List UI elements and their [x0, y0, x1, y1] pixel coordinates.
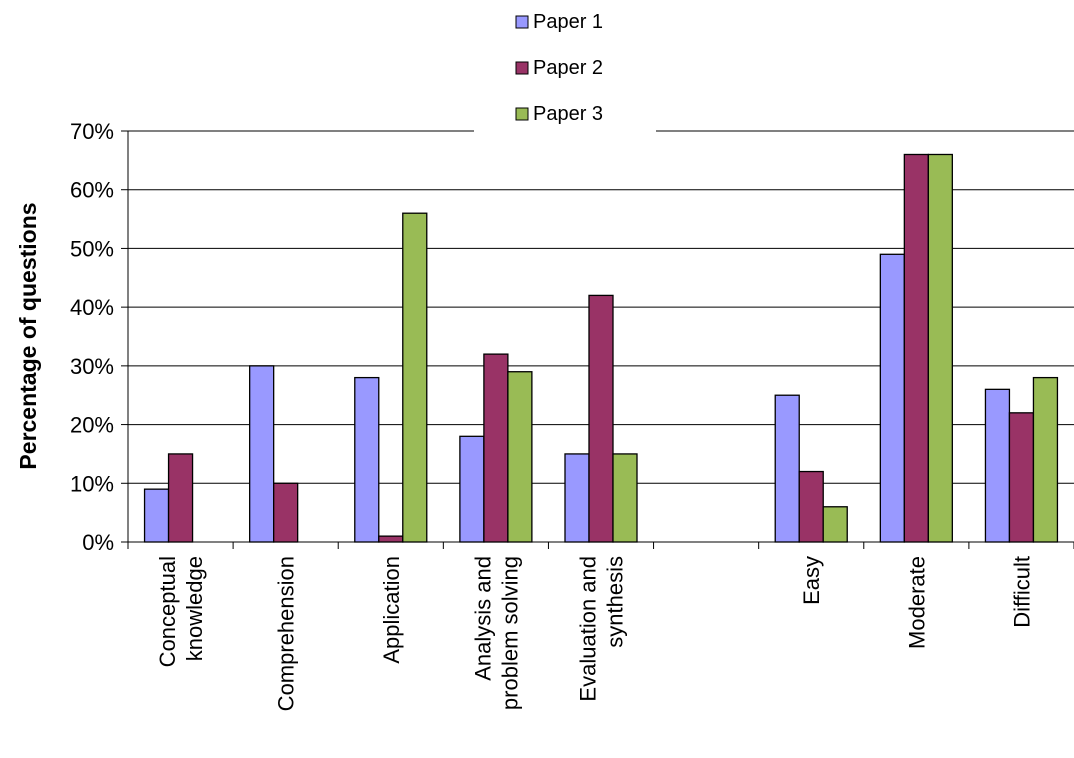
bar-paper-3	[507, 371, 533, 543]
bar-paper-2	[273, 482, 299, 543]
legend-label: Paper 2	[533, 57, 603, 79]
bar-paper-3	[612, 453, 638, 543]
x-category-label-line: Comprehension	[274, 556, 299, 711]
x-category-label-line: Easy	[799, 556, 824, 605]
x-category-label-line: Analysis and	[470, 556, 495, 681]
legend-box	[474, 4, 656, 132]
y-axis-label: Percentage of questions	[15, 202, 41, 469]
y-tick-label: 30%	[70, 354, 114, 379]
bar-paper-2	[903, 153, 929, 543]
bar-paper-3	[927, 153, 953, 543]
bar-paper-1	[564, 453, 590, 543]
bar-paper-1	[774, 394, 800, 543]
x-category-label-line: synthesis	[603, 556, 628, 648]
x-category-label: Evaluation and synthesis	[576, 556, 628, 702]
bar-paper-2	[588, 294, 614, 543]
y-tick-label: 0%	[82, 530, 114, 555]
x-category-label-line: Application	[379, 556, 404, 664]
x-category-labels: Conceptual knowledge Comprehension Applicat…	[155, 556, 1034, 711]
bar-paper-2	[798, 470, 824, 543]
bar-paper-3	[1032, 376, 1059, 543]
bar-paper-3	[822, 506, 848, 543]
legend[interactable]: Paper 1 Paper 2 Paper 3	[474, 4, 656, 132]
bars-group	[143, 153, 1059, 543]
x-category-label-line: Evaluation and	[576, 556, 601, 702]
legend-item-paper-2[interactable]: Paper 2	[515, 57, 603, 79]
x-category-label: Moderate	[904, 556, 929, 649]
y-tick-label: 20%	[70, 413, 114, 438]
legend-label: Paper 1	[533, 11, 603, 33]
legend-swatch	[515, 61, 529, 75]
legend-item-paper-1[interactable]: Paper 1	[515, 11, 603, 33]
x-category-label: Difficult	[1009, 556, 1034, 628]
x-category-label-line: problem solving	[497, 556, 522, 710]
x-category-label: Conceptual knowledge	[155, 556, 207, 667]
x-category-label: Easy	[799, 556, 824, 605]
legend-label: Paper 3	[533, 103, 603, 125]
x-category-label-line: Difficult	[1009, 556, 1034, 628]
legend-swatch	[515, 107, 529, 121]
x-category-label: Analysis and problem solving	[470, 556, 522, 710]
y-tick-label: 60%	[70, 178, 114, 203]
bar-paper-3	[402, 212, 428, 543]
y-tick-labels: 0% 10% 20% 30% 40% 50% 60% 70%	[70, 119, 128, 555]
y-tick-label: 10%	[70, 471, 114, 496]
x-category-label: Comprehension	[274, 556, 299, 711]
bar-paper-1	[249, 365, 275, 543]
bar-paper-2	[378, 535, 404, 543]
bar-paper-1	[879, 253, 905, 543]
bar-paper-2	[167, 453, 194, 543]
y-tick-label: 50%	[70, 236, 114, 261]
x-category-label-line: knowledge	[182, 556, 207, 661]
bar-paper-2	[483, 353, 509, 543]
bar-paper-2	[1008, 412, 1035, 543]
axes	[127, 131, 1074, 549]
bar-paper-1	[143, 488, 170, 543]
bar-paper-1	[354, 376, 380, 543]
x-category-label-line: Moderate	[904, 556, 929, 649]
legend-swatch	[515, 15, 529, 29]
legend-item-paper-3[interactable]: Paper 3	[515, 103, 603, 125]
y-tick-label: 40%	[70, 295, 114, 320]
x-category-label: Application	[379, 556, 404, 664]
x-category-label-line: Conceptual	[155, 556, 180, 667]
y-tick-label: 70%	[70, 119, 114, 144]
bar-paper-1	[984, 388, 1011, 543]
bar-paper-1	[459, 435, 485, 543]
